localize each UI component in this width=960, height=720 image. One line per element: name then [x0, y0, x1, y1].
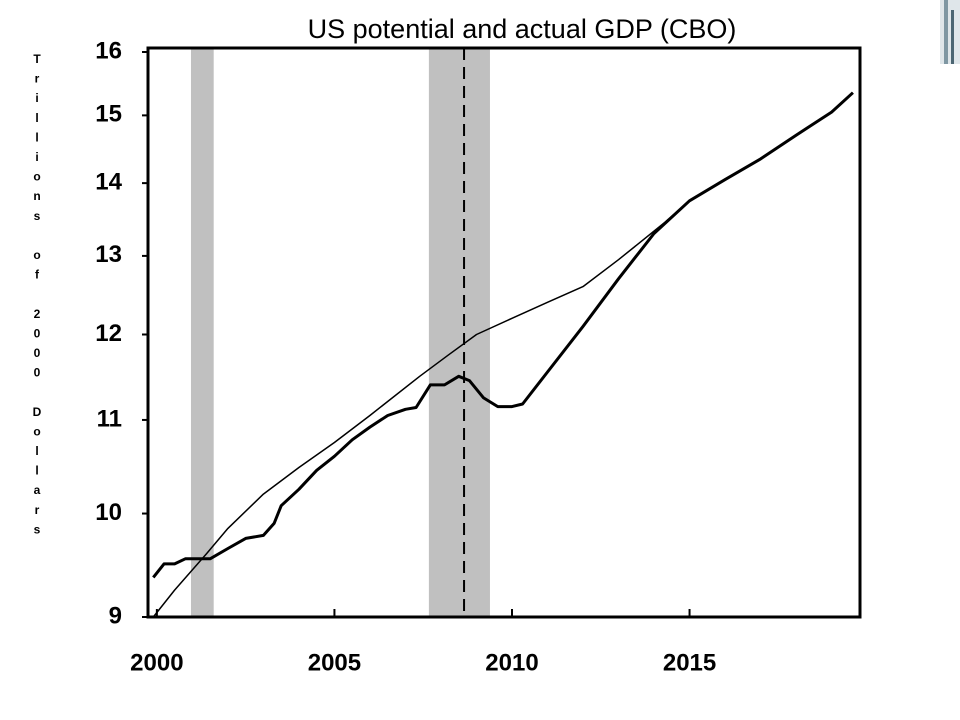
- y-tick-label: 15: [95, 101, 122, 128]
- y-tick-label: 12: [95, 320, 122, 347]
- y-tick-label: 9: [109, 602, 122, 629]
- chart-title: US potential and actual GDP (CBO): [308, 14, 737, 44]
- y-axis-label: Trillions of 2000 Dollars: [30, 52, 44, 542]
- corner-icon: [940, 0, 960, 64]
- x-tick-label: 2015: [663, 649, 716, 676]
- series-line: [152, 91, 854, 579]
- y-tick-label: 13: [95, 241, 122, 268]
- x-tick-label: 2010: [485, 649, 538, 676]
- recession-band: [190, 48, 214, 617]
- x-tick-label: 2000: [130, 649, 183, 676]
- y-tick-label: 14: [95, 168, 122, 195]
- y-tick-label: 10: [95, 499, 122, 526]
- y-tick-label: 16: [95, 37, 122, 64]
- series-line: [152, 92, 854, 618]
- plot-frame: [146, 46, 862, 619]
- y-tick-label: 11: [97, 405, 122, 432]
- x-tick-label: 2005: [308, 649, 361, 676]
